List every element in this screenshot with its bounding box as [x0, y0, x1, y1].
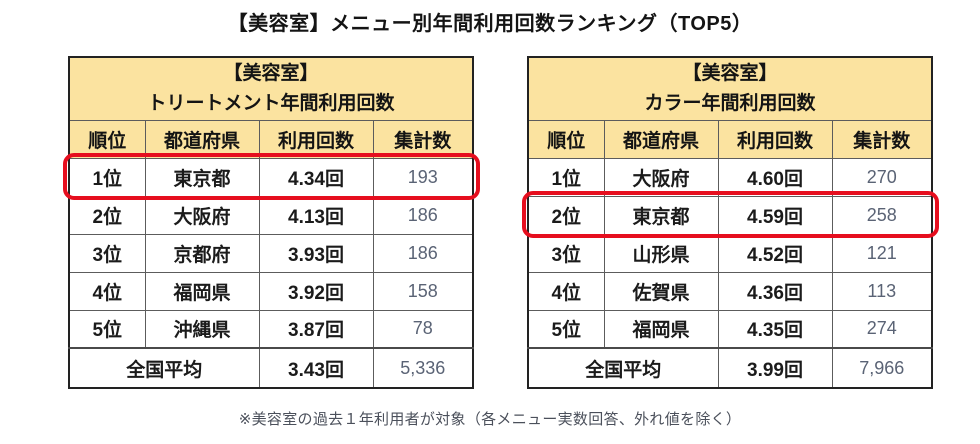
column-header-prefecture: 都道府県	[144, 119, 260, 159]
total-cell: 186	[372, 195, 474, 235]
prefecture-cell: 東京都	[603, 195, 719, 235]
treatment-table: 【美容室】 トリートメント年間利用回数 順位 都道府県 利用回数 集計数 1位 …	[68, 56, 475, 389]
color-table: 【美容室】 カラー年間利用回数 順位 都道府県 利用回数 集計数 1位 大阪府 …	[527, 56, 934, 389]
prefecture-cell: 京都府	[144, 233, 260, 273]
prefecture-cell: 沖縄県	[144, 309, 260, 349]
table-row: 3位 山形県 4.52回 121	[527, 233, 933, 273]
rank-cell: 2位	[527, 195, 605, 235]
page-title: 【美容室】メニュー別年間利用回数ランキング（TOP5）	[227, 13, 753, 35]
color-header-row: 順位 都道府県 利用回数 集計数	[527, 119, 933, 159]
treatment-table-wrap: 【美容室】 トリートメント年間利用回数 順位 都道府県 利用回数 集計数 1位 …	[63, 56, 481, 389]
total-cell: 193	[372, 157, 474, 197]
average-total-cell: 5,336	[372, 347, 474, 389]
column-header-prefecture: 都道府県	[603, 119, 719, 159]
table-row: 4位 福岡県 3.92回 158	[68, 271, 474, 311]
color-table-wrap: 【美容室】 カラー年間利用回数 順位 都道府県 利用回数 集計数 1位 大阪府 …	[522, 56, 940, 389]
table-title-line1: 【美容室】	[682, 63, 778, 85]
count-cell: 4.52回	[717, 233, 833, 273]
count-cell: 3.92回	[258, 271, 374, 311]
table-row: 5位 沖縄県 3.87回 78	[68, 309, 474, 349]
total-cell: 78	[372, 309, 474, 349]
total-cell: 270	[831, 157, 933, 197]
prefecture-cell: 福岡県	[603, 309, 719, 349]
column-header-rank: 順位	[527, 119, 605, 159]
prefecture-cell: 東京都	[144, 157, 260, 197]
table-title-line2: トリートメント年間利用回数	[147, 92, 395, 114]
table-row: 5位 福岡県 4.35回 274	[527, 309, 933, 349]
prefecture-cell: 佐賀県	[603, 271, 719, 311]
table-row: 2位 東京都 4.59回 258	[527, 195, 933, 235]
rank-cell: 3位	[527, 233, 605, 273]
average-count-cell: 3.43回	[258, 347, 374, 389]
count-cell: 4.13回	[258, 195, 374, 235]
tables-row: 【美容室】 トリートメント年間利用回数 順位 都道府県 利用回数 集計数 1位 …	[63, 56, 940, 389]
rank-cell: 1位	[527, 157, 605, 197]
column-header-rank: 順位	[68, 119, 146, 159]
count-cell: 4.59回	[717, 195, 833, 235]
count-cell: 3.93回	[258, 233, 374, 273]
rank-cell: 3位	[68, 233, 146, 273]
count-cell: 4.35回	[717, 309, 833, 349]
count-cell: 4.34回	[258, 157, 374, 197]
table-title-line1: 【美容室】	[223, 63, 319, 85]
color-table-title: 【美容室】 カラー年間利用回数	[527, 56, 933, 121]
prefecture-cell: 大阪府	[603, 157, 719, 197]
rank-cell: 4位	[68, 271, 146, 311]
total-cell: 113	[831, 271, 933, 311]
rank-cell: 1位	[68, 157, 146, 197]
table-row: 3位 京都府 3.93回 186	[68, 233, 474, 273]
column-header-count: 利用回数	[717, 119, 833, 159]
column-header-count: 利用回数	[258, 119, 374, 159]
prefecture-cell: 福岡県	[144, 271, 260, 311]
count-cell: 4.36回	[717, 271, 833, 311]
national-average-row: 全国平均 3.43回 5,336	[68, 347, 474, 389]
count-cell: 4.60回	[717, 157, 833, 197]
table-row: 2位 大阪府 4.13回 186	[68, 195, 474, 235]
rank-cell: 4位	[527, 271, 605, 311]
count-cell: 3.87回	[258, 309, 374, 349]
prefecture-cell: 大阪府	[144, 195, 260, 235]
table-row: 1位 東京都 4.34回 193	[68, 157, 474, 197]
average-total-cell: 7,966	[831, 347, 933, 389]
total-cell: 274	[831, 309, 933, 349]
treatment-table-title: 【美容室】 トリートメント年間利用回数	[68, 56, 474, 121]
footnote: ※美容室の過去１年利用者が対象（各メニュー実数回答、外れ値を除く）	[238, 411, 742, 428]
table-row: 1位 大阪府 4.60回 270	[527, 157, 933, 197]
average-count-cell: 3.99回	[717, 347, 833, 389]
table-title-line2: カラー年間利用回数	[644, 92, 816, 114]
total-cell: 186	[372, 233, 474, 273]
rank-cell: 5位	[68, 309, 146, 349]
prefecture-cell: 山形県	[603, 233, 719, 273]
average-label-cell: 全国平均	[68, 347, 260, 389]
rank-cell: 2位	[68, 195, 146, 235]
column-header-total: 集計数	[372, 119, 474, 159]
total-cell: 121	[831, 233, 933, 273]
total-cell: 258	[831, 195, 933, 235]
national-average-row: 全国平均 3.99回 7,966	[527, 347, 933, 389]
column-header-total: 集計数	[831, 119, 933, 159]
rank-cell: 5位	[527, 309, 605, 349]
table-row: 4位 佐賀県 4.36回 113	[527, 271, 933, 311]
average-label-cell: 全国平均	[527, 347, 719, 389]
treatment-header-row: 順位 都道府県 利用回数 集計数	[68, 119, 474, 159]
total-cell: 158	[372, 271, 474, 311]
